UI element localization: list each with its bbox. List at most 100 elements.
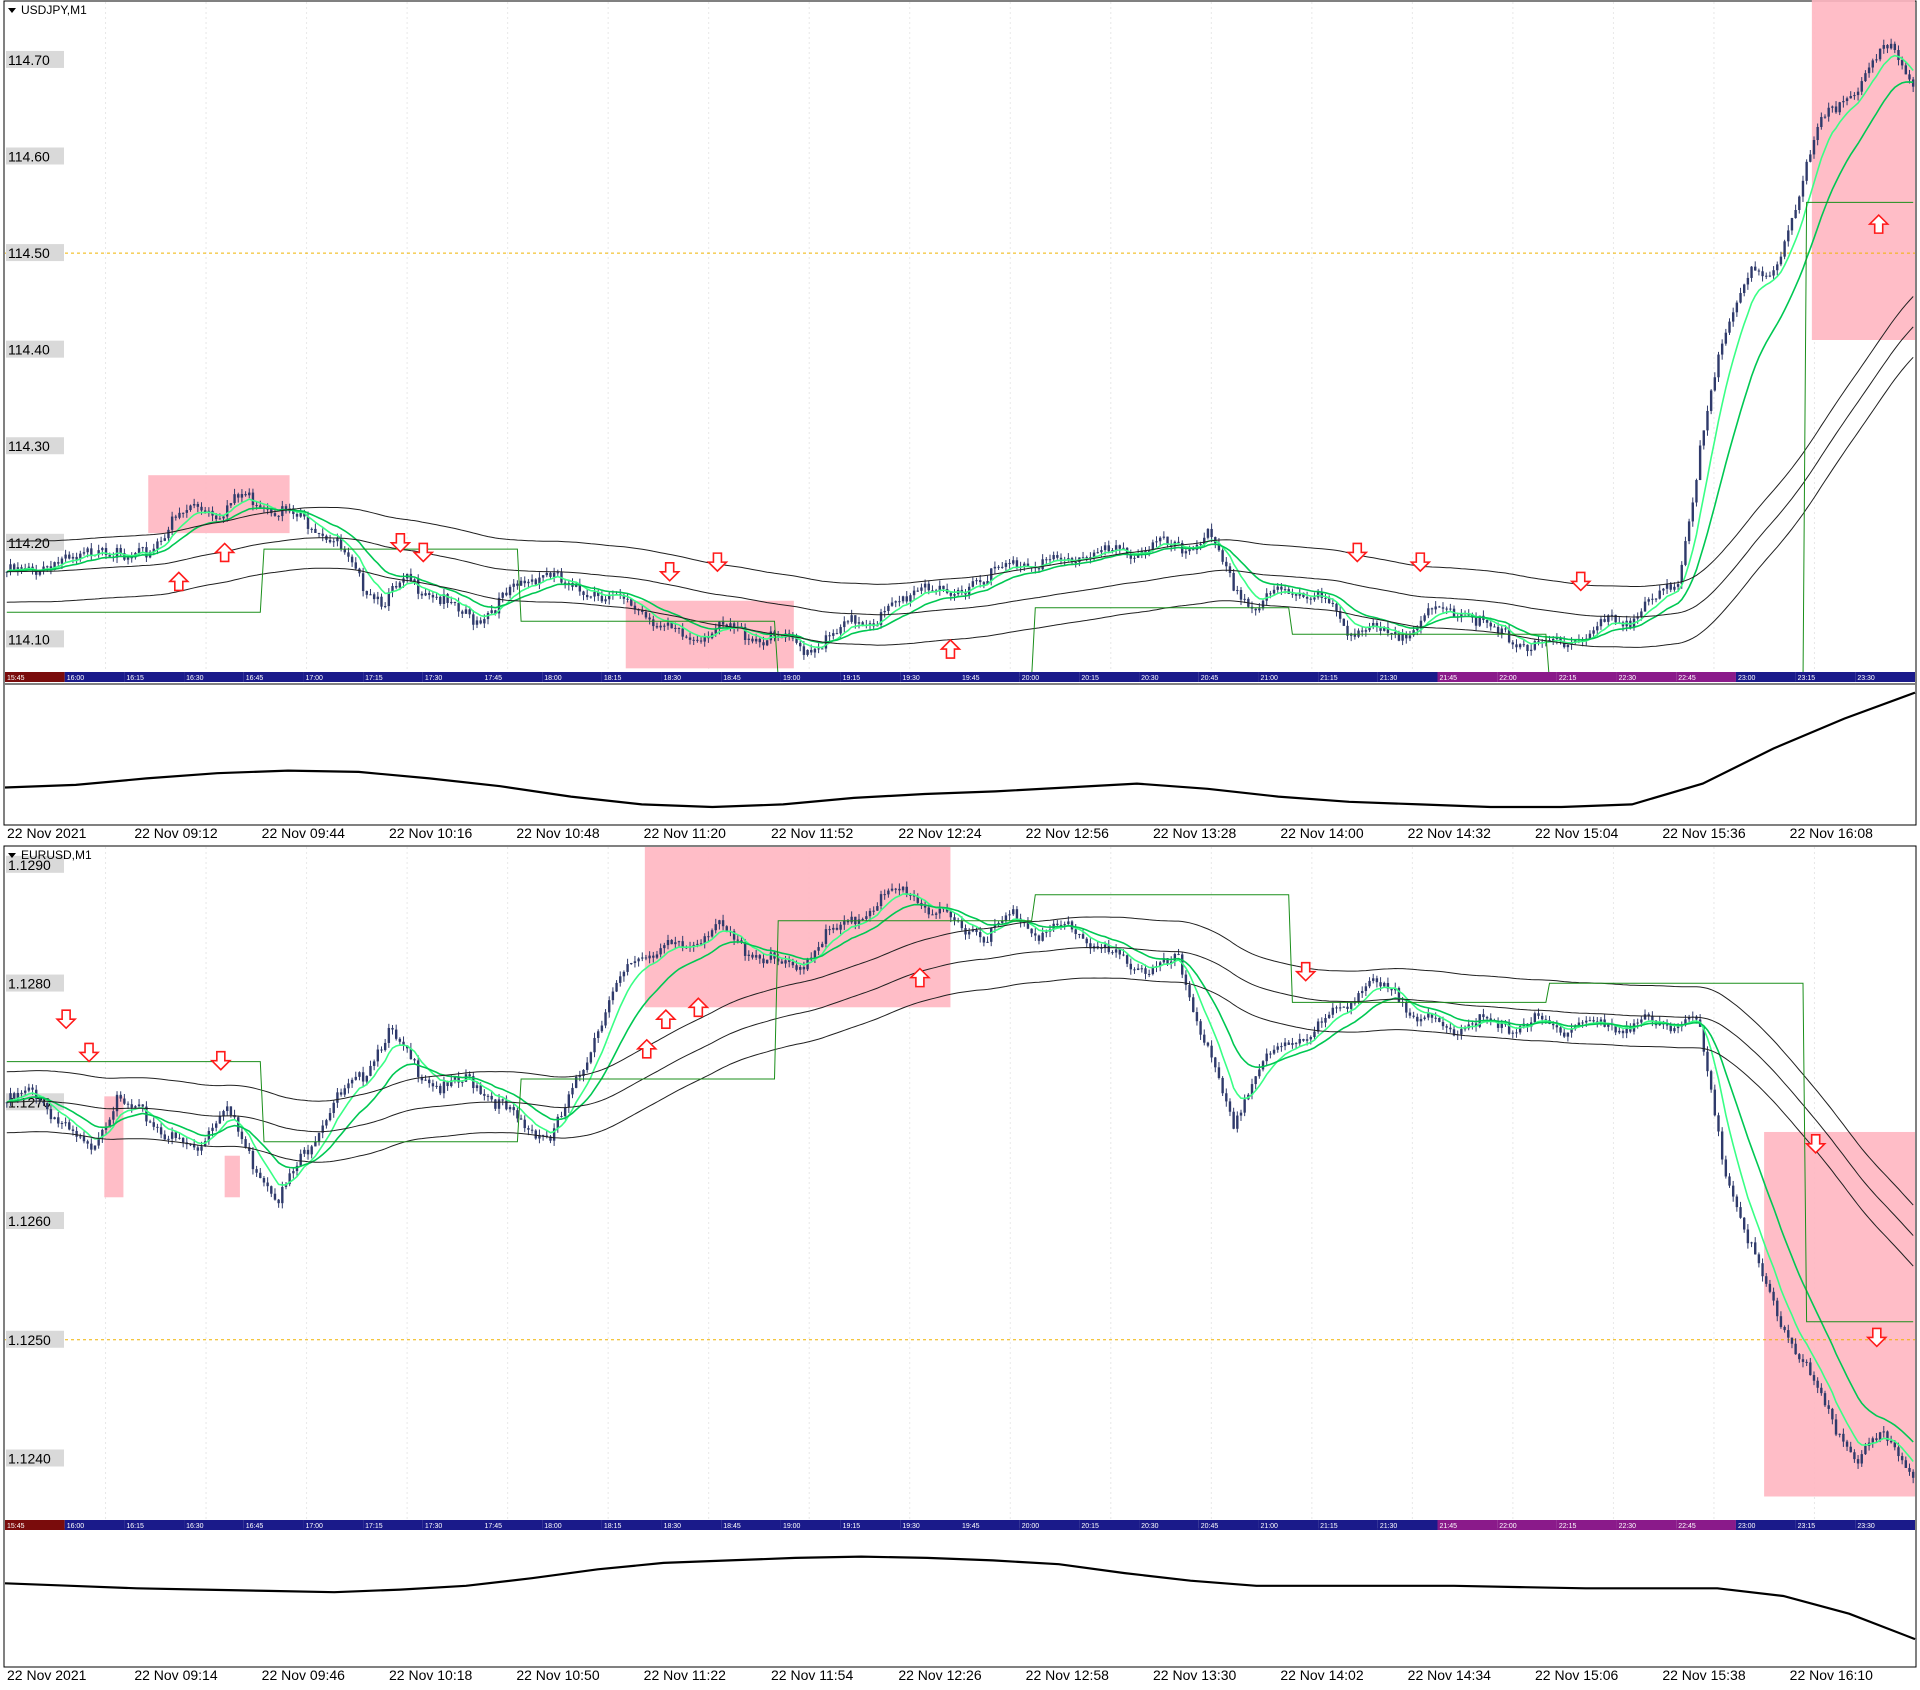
time-axis-label: 22 Nov 15:04 xyxy=(1535,825,1618,841)
candle-body xyxy=(1665,584,1669,589)
candle-body xyxy=(1754,1242,1757,1255)
candle-body xyxy=(497,1099,501,1109)
time-axis-label: 22 Nov 09:12 xyxy=(134,825,217,841)
price-label-bg xyxy=(6,1330,64,1348)
ema-fast-line xyxy=(6,893,1914,1462)
time-axis-label: 22 Nov 14:02 xyxy=(1280,1667,1363,1683)
candle-body xyxy=(93,1145,97,1150)
candle-body xyxy=(1430,1013,1434,1018)
candle-body xyxy=(802,967,806,970)
candle-body xyxy=(339,1092,343,1095)
time-axis-label: 22 Nov 16:10 xyxy=(1790,1667,1873,1683)
candle-body xyxy=(552,1128,556,1141)
time-axis-label: 22 Nov 10:18 xyxy=(389,1667,472,1683)
candle-body xyxy=(38,1098,42,1102)
candle-body xyxy=(233,494,236,504)
candle-body xyxy=(68,554,71,559)
candle-body xyxy=(508,1107,512,1110)
candle-body xyxy=(1217,1067,1221,1078)
candle-body xyxy=(1416,1016,1419,1022)
candle-body xyxy=(1206,528,1210,538)
candle-body xyxy=(1706,1051,1709,1072)
arrow-down-icon xyxy=(1346,542,1369,563)
candle-body xyxy=(321,1125,324,1133)
candle-body xyxy=(949,592,953,596)
price-label: 1.1260 xyxy=(8,1213,51,1229)
candle-body xyxy=(1533,1013,1537,1023)
candle-body xyxy=(365,1075,368,1082)
candle-body xyxy=(791,961,795,966)
candle-body xyxy=(714,628,717,634)
candle-body xyxy=(167,1138,170,1140)
candle-body xyxy=(27,566,31,569)
candle-body xyxy=(608,1000,611,1013)
candle-body xyxy=(982,937,986,943)
candle-body xyxy=(1184,974,1188,985)
candle-body xyxy=(1552,1023,1555,1026)
candle-body xyxy=(1059,557,1063,560)
candle-body xyxy=(1731,1185,1735,1197)
candle-body xyxy=(303,1149,306,1154)
candle-body xyxy=(600,595,604,602)
candle-body xyxy=(1144,968,1147,974)
candle-body xyxy=(104,548,108,556)
candle-body xyxy=(692,944,695,947)
candle-body xyxy=(1676,1026,1680,1029)
session-bar-segment xyxy=(64,672,125,682)
session-bar-segment xyxy=(1497,1520,1557,1530)
candle-body xyxy=(578,583,582,592)
candle-body xyxy=(1294,593,1298,596)
candle-body xyxy=(1754,266,1757,271)
session-time-label: 20:15 xyxy=(1081,1523,1099,1530)
candle-body xyxy=(189,505,192,511)
candle-body xyxy=(868,910,872,917)
session-bar-segment xyxy=(1437,672,1498,682)
candle-body xyxy=(1305,1039,1309,1041)
candle-body xyxy=(306,1149,310,1155)
candle-body xyxy=(1529,649,1533,652)
candle-body xyxy=(1081,557,1085,559)
session-time-label: 21:45 xyxy=(1440,1523,1458,1530)
candle-body xyxy=(1114,949,1118,953)
session-bar-segment xyxy=(5,1520,65,1530)
session-bar-segment xyxy=(1795,1520,1856,1530)
session-bar-segment xyxy=(124,672,185,682)
candle-body xyxy=(1801,180,1805,197)
candle-body xyxy=(1478,615,1481,626)
candle-body xyxy=(622,971,626,977)
candle-body xyxy=(361,573,365,592)
candle-body xyxy=(850,615,853,622)
candle-body xyxy=(196,1147,200,1151)
candle-body xyxy=(644,612,648,618)
candle-body xyxy=(931,914,934,916)
session-time-label: 20:30 xyxy=(1141,675,1159,682)
candle-body xyxy=(1820,117,1823,127)
session-time-label: 16:30 xyxy=(186,675,204,682)
time-axis-label: 22 Nov 09:44 xyxy=(262,825,345,841)
collapse-triangle-icon[interactable] xyxy=(8,853,16,858)
candle-body xyxy=(1783,241,1786,257)
candle-body xyxy=(817,648,820,650)
candle-body xyxy=(1324,1017,1327,1023)
candle-body xyxy=(178,1137,181,1139)
arrow-up-icon xyxy=(939,638,962,659)
session-bar-segment xyxy=(661,1520,722,1530)
collapse-triangle-icon[interactable] xyxy=(8,8,16,13)
candle-body xyxy=(1566,644,1570,648)
candle-body xyxy=(424,593,427,596)
candle-body xyxy=(1511,642,1514,645)
candle-body xyxy=(865,916,868,919)
candle-body xyxy=(431,1083,435,1087)
candle-body xyxy=(1834,106,1838,113)
candle-body xyxy=(1170,545,1173,547)
candle-body xyxy=(1823,1393,1827,1406)
candle-body xyxy=(538,577,541,585)
session-bar-segment xyxy=(422,1520,483,1530)
time-axis-label: 22 Nov 11:52 xyxy=(771,825,853,841)
candle-body xyxy=(1603,619,1606,622)
time-axis-label: 22 Nov 10:16 xyxy=(389,825,472,841)
envelope-upper xyxy=(6,296,1914,587)
candle-body xyxy=(1790,1337,1794,1344)
candle-body xyxy=(1353,633,1357,637)
